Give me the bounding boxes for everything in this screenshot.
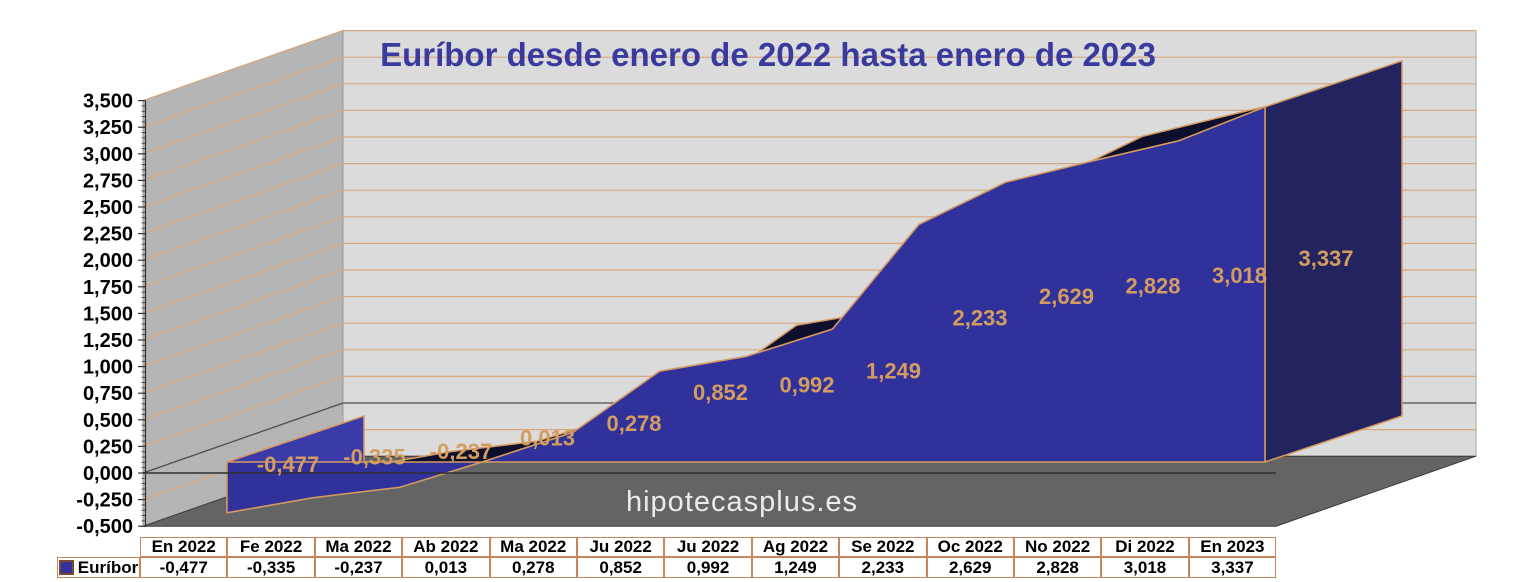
value-cell: -0,477 bbox=[140, 557, 228, 578]
data-label: -0,335 bbox=[343, 444, 405, 469]
category-header-cell: No 2022 bbox=[1013, 537, 1102, 557]
side-wall-gridline bbox=[142, 375, 344, 447]
value-cell: 2,828 bbox=[1013, 557, 1102, 578]
data-label: 0,852 bbox=[693, 380, 748, 405]
side-wall-gridline bbox=[142, 56, 344, 128]
chart-title: Euríbor desde enero de 2022 hasta enero … bbox=[380, 36, 1156, 73]
side-wall-gridline bbox=[142, 296, 344, 368]
category-header-cell: Di 2022 bbox=[1101, 537, 1189, 557]
y-axis-label: -0,500 bbox=[76, 516, 133, 538]
y-axis-label: 1,250 bbox=[83, 330, 133, 352]
side-wall-gridline bbox=[142, 322, 344, 394]
data-label: 1,249 bbox=[866, 359, 921, 384]
y-axis-label: 1,750 bbox=[83, 277, 133, 299]
y-axis-label: 2,750 bbox=[83, 170, 133, 192]
data-label: 0,013 bbox=[520, 425, 575, 450]
value-cell: 2,233 bbox=[839, 557, 927, 578]
area-front-face bbox=[226, 106, 1266, 514]
legend-cell: Euríbor bbox=[57, 557, 140, 578]
data-label: 0,992 bbox=[779, 373, 834, 398]
value-cell: 0,992 bbox=[664, 557, 752, 578]
data-label: 3,018 bbox=[1212, 263, 1267, 288]
value-cell: 3,337 bbox=[1188, 557, 1277, 578]
category-header-cell: Ab 2022 bbox=[402, 537, 490, 557]
y-axis-label: 0,250 bbox=[83, 436, 133, 458]
side-wall-gridline bbox=[142, 242, 344, 314]
category-header-cell: Oc 2022 bbox=[926, 537, 1014, 557]
value-cell: 0,013 bbox=[402, 557, 490, 578]
watermark: hipotecasplus.es bbox=[625, 486, 859, 518]
y-axis-label: 1,500 bbox=[83, 303, 133, 325]
data-label: 2,629 bbox=[1039, 284, 1094, 309]
category-header-cell: En 2023 bbox=[1188, 537, 1277, 557]
y-axis-label: 2,000 bbox=[83, 250, 133, 272]
data-table: En 2022 Fe 2022 Ma 2022 Ab 2022 Ma 2022 Ju 20… bbox=[57, 537, 1277, 578]
data-label: 2,233 bbox=[952, 305, 1007, 330]
value-cell: -0,237 bbox=[314, 557, 403, 578]
value-cell: 1,249 bbox=[751, 557, 840, 578]
category-header-cell: Ma 2022 bbox=[489, 537, 577, 557]
category-header-cell: Se 2022 bbox=[839, 537, 927, 557]
y-axis-label: 0,500 bbox=[83, 410, 133, 432]
category-header-cell: Ju 2022 bbox=[576, 537, 665, 557]
y-axis-label: 3,500 bbox=[83, 91, 133, 113]
side-wall-zero-gridline bbox=[142, 402, 344, 474]
side-wall-gridline bbox=[142, 216, 344, 288]
category-header-cell: En 2022 bbox=[140, 537, 228, 557]
value-cell: 3,018 bbox=[1101, 557, 1189, 578]
data-label: -0,477 bbox=[257, 452, 319, 477]
y-axis-label: -0,250 bbox=[76, 490, 133, 512]
data-label: -0,237 bbox=[430, 439, 492, 464]
category-header-cell: Ag 2022 bbox=[751, 537, 840, 557]
table-corner-cell bbox=[57, 537, 140, 557]
value-cell: 0,278 bbox=[489, 557, 577, 578]
side-wall-gridline bbox=[142, 83, 344, 155]
y-axis-label: 3,250 bbox=[83, 117, 133, 139]
data-label: 3,337 bbox=[1298, 246, 1353, 271]
side-wall-gridline bbox=[142, 30, 344, 102]
y-axis-label: 2,250 bbox=[83, 224, 133, 246]
legend-marker-icon bbox=[58, 560, 74, 575]
side-wall-gridline bbox=[142, 109, 344, 181]
side-wall-gridline bbox=[142, 136, 344, 208]
y-axis-label: 1,000 bbox=[83, 357, 133, 379]
value-cell: -0,335 bbox=[227, 557, 315, 578]
value-cell: 2,629 bbox=[926, 557, 1014, 578]
category-header-cell: Fe 2022 bbox=[227, 537, 315, 557]
side-wall-gridline bbox=[142, 163, 344, 235]
category-header-cell: Ju 2022 bbox=[664, 537, 752, 557]
y-axis-label: 0,750 bbox=[83, 383, 133, 405]
y-axis-label: 2,500 bbox=[83, 197, 133, 219]
data-label: 2,828 bbox=[1125, 273, 1180, 298]
y-axis-label: 3,000 bbox=[83, 144, 133, 166]
side-wall-gridline bbox=[142, 349, 344, 421]
legend-series-label: Euríbor bbox=[77, 557, 139, 577]
category-header-cell: Ma 2022 bbox=[314, 537, 403, 557]
side-wall-gridline bbox=[142, 189, 344, 261]
value-cell: 0,852 bbox=[576, 557, 665, 578]
y-axis-label: 0,000 bbox=[83, 463, 133, 485]
side-wall-gridline bbox=[142, 269, 344, 341]
data-label: 0,278 bbox=[606, 411, 661, 436]
